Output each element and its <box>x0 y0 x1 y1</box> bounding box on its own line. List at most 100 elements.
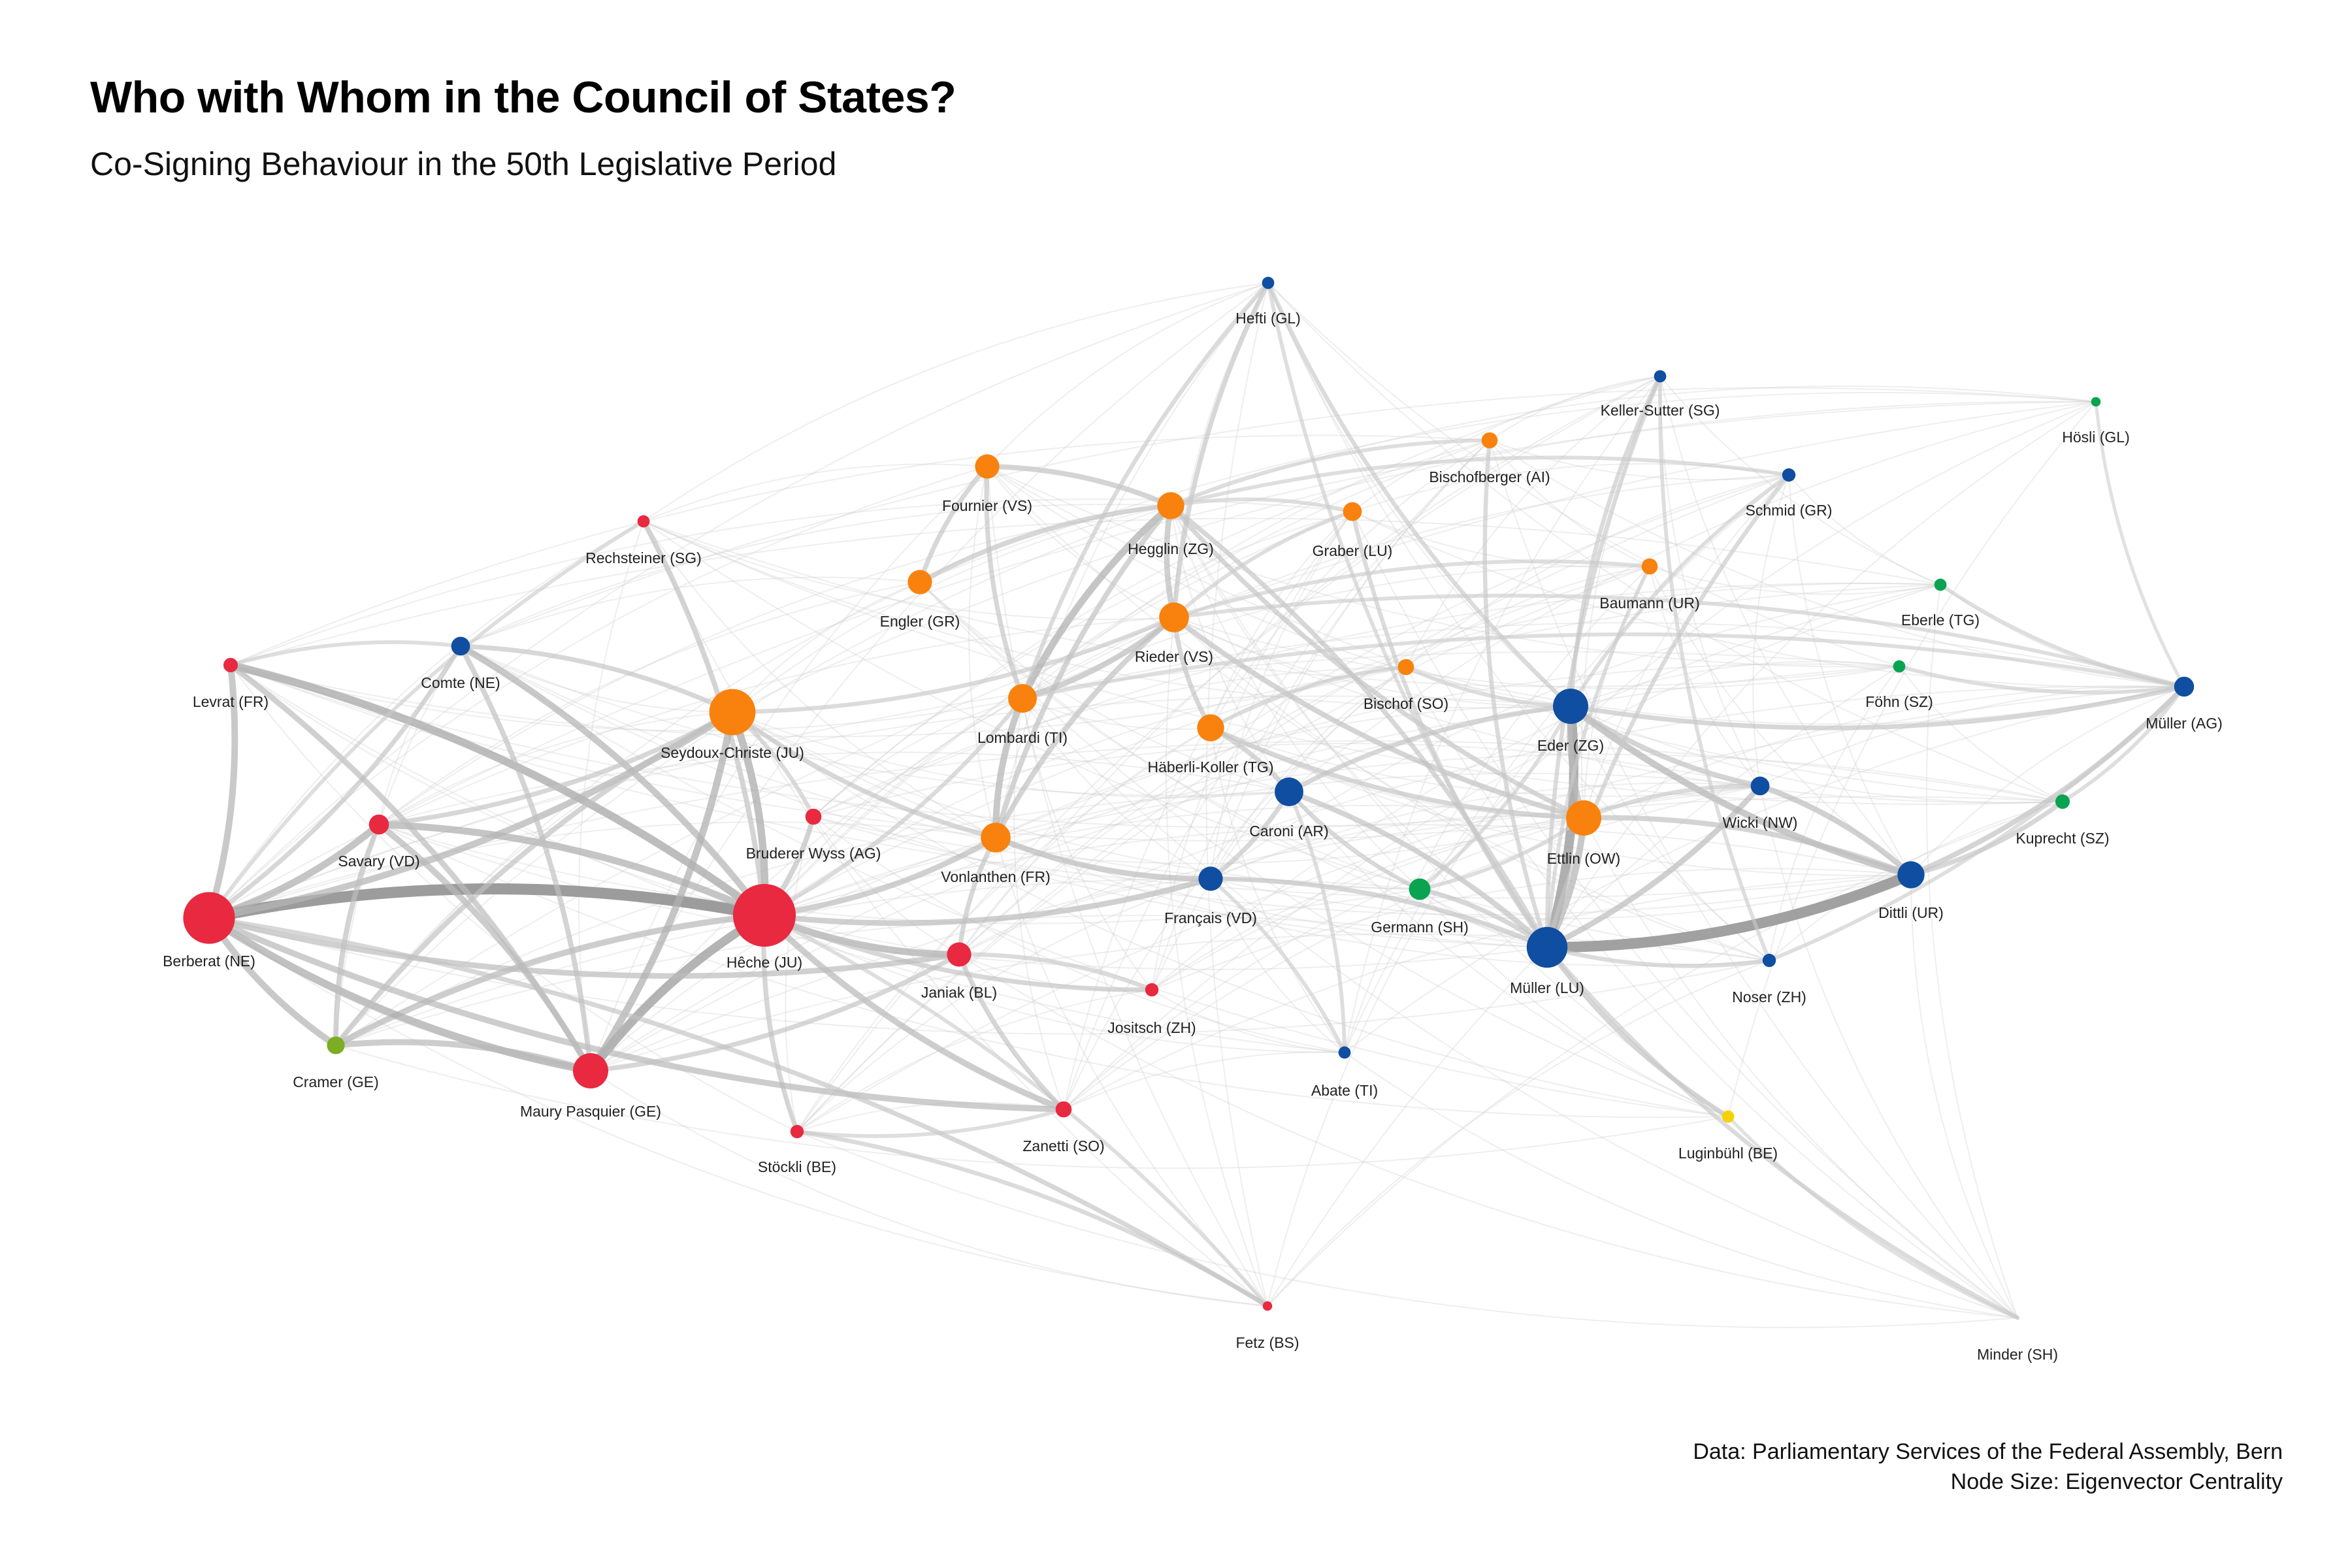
node-germann[interactable] <box>1409 878 1431 900</box>
node-label-hefti: Hefti (GL) <box>1235 310 1301 327</box>
edge-mullerag-lombardi <box>1021 632 2186 700</box>
edge-fournier-engler <box>917 464 990 585</box>
node-eberle[interactable] <box>1934 578 1947 591</box>
edge-faint <box>1013 698 1064 1110</box>
edge-mullerag-rieder <box>1172 593 2186 689</box>
edge-faint <box>643 463 988 522</box>
node-lombardi[interactable] <box>1008 684 1037 713</box>
node-mullerag[interactable] <box>2174 676 2195 697</box>
node-label-graber: Graber (LU) <box>1313 542 1393 559</box>
edge-faint <box>1759 785 2018 1318</box>
node-label-bischof: Bischof (SO) <box>1364 695 1448 712</box>
node-heche[interactable] <box>733 884 796 947</box>
node-abate[interactable] <box>1338 1046 1351 1059</box>
node-label-rechsteiner: Rechsteiner (SG) <box>585 549 702 566</box>
edge-faint <box>378 824 1729 1119</box>
edge-berberat-comte <box>206 644 463 921</box>
node-mullerlu[interactable] <box>1526 926 1568 968</box>
node-vonlanthen[interactable] <box>981 823 1011 853</box>
edge-faint <box>764 824 1912 916</box>
node-fournier[interactable] <box>975 454 1000 479</box>
edge-faint <box>643 521 1175 620</box>
edge-faint <box>643 282 1269 522</box>
edge-faint <box>813 816 1912 916</box>
node-hegglin[interactable] <box>1157 492 1184 519</box>
node-haberli[interactable] <box>1197 714 1224 742</box>
node-levrat[interactable] <box>223 657 238 673</box>
node-baumann[interactable] <box>1641 558 1658 575</box>
node-hosli[interactable] <box>2091 397 2101 407</box>
edge-faint <box>1173 617 1900 690</box>
node-seydoux[interactable] <box>709 689 756 736</box>
caption-node-size: Node Size: Eigenvector Centrality <box>1950 1469 2283 1494</box>
node-rieder[interactable] <box>1159 602 1189 632</box>
node-noser[interactable] <box>1762 953 1776 968</box>
edge-seydoux-rieder <box>730 615 1177 715</box>
edge-faint <box>958 376 1661 955</box>
edge-faint <box>1210 440 1490 728</box>
node-label-vonlanthen: Vonlanthen (FR) <box>941 868 1050 885</box>
node-savary[interactable] <box>368 814 389 835</box>
edge-faint <box>732 581 921 713</box>
edge-faint <box>230 664 1023 732</box>
node-label-seydoux: Seydoux-Christe (JU) <box>661 744 804 761</box>
edge-faint <box>1063 785 1761 1110</box>
node-stockli[interactable] <box>790 1124 804 1139</box>
node-jositsch[interactable] <box>1145 983 1159 997</box>
node-luginbuhl[interactable] <box>1722 1110 1735 1123</box>
edge-mullerlu-luginbuhl <box>1544 945 1731 1119</box>
node-dittli[interactable] <box>1897 861 1925 889</box>
node-caroni[interactable] <box>1275 777 1303 806</box>
edge-faint <box>958 566 1650 955</box>
edge-faint <box>230 434 1490 666</box>
edge-faint <box>1649 566 1941 595</box>
node-rechsteiner[interactable] <box>637 515 650 528</box>
node-ettlin[interactable] <box>1566 800 1601 836</box>
node-kuprecht[interactable] <box>2055 794 2070 809</box>
node-label-bruderer: Bruderer Wyss (AG) <box>746 845 881 862</box>
node-keller[interactable] <box>1654 370 1667 383</box>
node-wicki[interactable] <box>1750 776 1770 796</box>
node-bruderer[interactable] <box>805 808 822 825</box>
edge-faint <box>813 440 1490 817</box>
node-berberat[interactable] <box>183 892 235 944</box>
node-label-bischofberger: Bischofberger (AI) <box>1429 468 1550 485</box>
node-janiak[interactable] <box>947 942 972 967</box>
edge-faint <box>796 878 1211 1132</box>
edge-faint <box>1210 727 1345 1053</box>
node-engler[interactable] <box>907 570 932 595</box>
edge-faint <box>378 751 1290 825</box>
edge-faint <box>813 698 1023 817</box>
node-fetz[interactable] <box>1262 1301 1273 1311</box>
edge-faint <box>813 742 1761 817</box>
edge-caroni-germann <box>1286 789 1422 892</box>
edge-faint <box>1063 874 1912 1110</box>
node-bischof[interactable] <box>1397 659 1414 676</box>
edge-schmid-hegglin <box>1169 455 1791 508</box>
node-graber[interactable] <box>1343 502 1362 521</box>
node-bischofberger[interactable] <box>1481 432 1498 449</box>
node-label-haberli: Häberli-Koller (TG) <box>1148 759 1274 776</box>
edge-faint <box>1419 889 1729 1117</box>
node-mauryp[interactable] <box>573 1053 608 1088</box>
node-fohn[interactable] <box>1893 660 1906 673</box>
node-cramer[interactable] <box>327 1036 345 1054</box>
node-eder[interactable] <box>1553 689 1588 724</box>
edge-eder-mullerag <box>1568 684 2187 730</box>
node-hefti[interactable] <box>1262 276 1275 289</box>
node-comte[interactable] <box>451 636 470 656</box>
edge-faint <box>1022 474 1789 699</box>
edge-faint <box>1166 617 1268 1307</box>
edge-faint <box>1151 868 1912 990</box>
node-francais[interactable] <box>1198 866 1223 891</box>
node-label-hosli: Hösli (GL) <box>2062 429 2130 446</box>
edge-faint <box>732 400 2097 713</box>
edge-luginbuhl-minder <box>1726 1115 2019 1320</box>
edge-faint <box>1352 376 1661 512</box>
edge-faint <box>378 711 733 825</box>
node-zanetti[interactable] <box>1055 1101 1072 1118</box>
edge-faint <box>1022 622 2185 699</box>
node-label-luginbuhl: Luginbühl (BE) <box>1678 1145 1778 1162</box>
node-schmid[interactable] <box>1782 468 1796 482</box>
